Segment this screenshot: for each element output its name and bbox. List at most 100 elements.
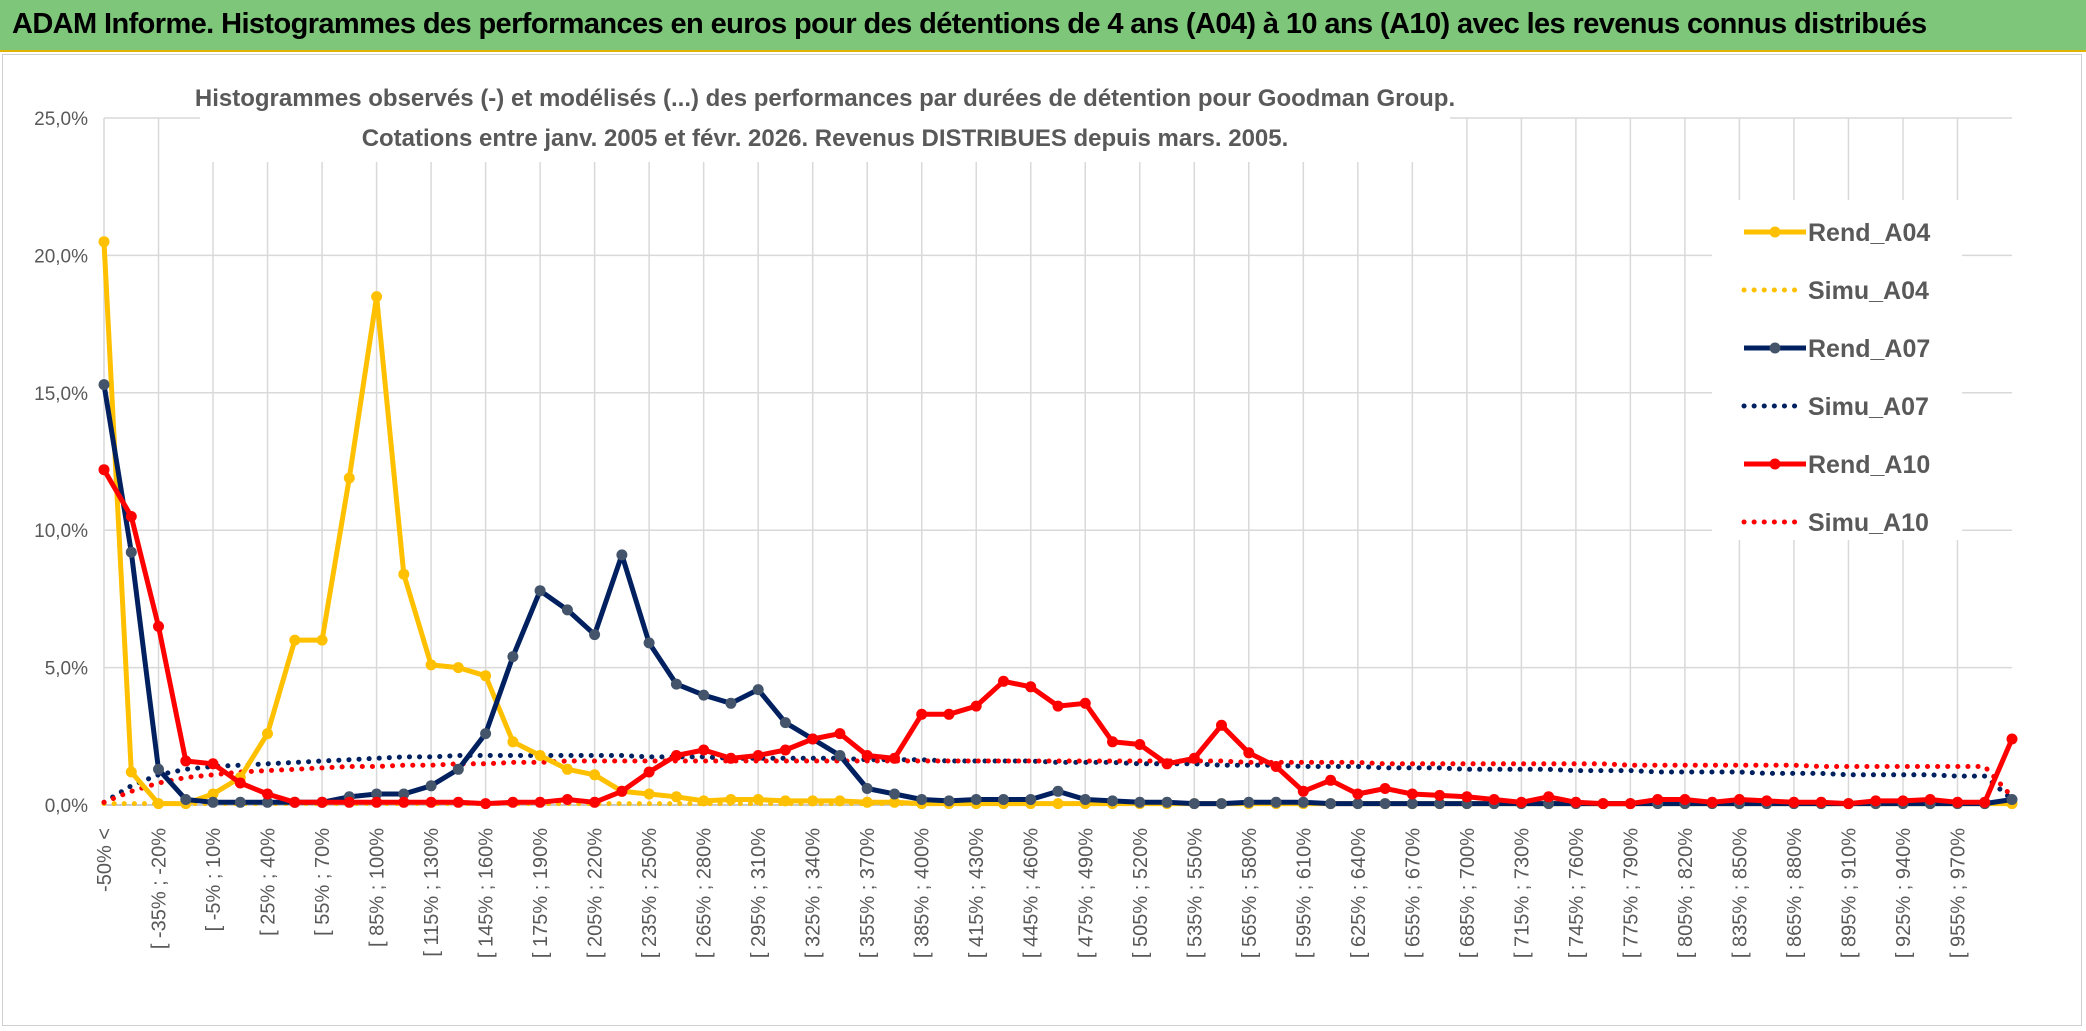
x-tick-label: [ 445% ; 460%: [1021, 828, 1043, 958]
legend-item: Rend_A07: [1744, 335, 1930, 363]
data-point: [1052, 785, 1064, 797]
x-tick-label: [ 565% ; 580%: [1239, 828, 1261, 958]
data-point: [534, 585, 546, 597]
data-point: [1406, 798, 1418, 810]
data-point: [752, 794, 764, 805]
data-point: [534, 750, 546, 761]
data-point: [262, 788, 273, 800]
legend-item: Simu_A10: [1741, 509, 1929, 537]
data-point: [371, 796, 383, 808]
x-tick-label: [ 115% ; 130%: [421, 828, 443, 957]
data-point: [343, 472, 355, 484]
x-tick-label: [ 805% ; 820%: [1675, 828, 1697, 958]
series-rend-a10: [98, 464, 2018, 810]
legend-background: [1712, 200, 1962, 540]
data-point: [698, 689, 710, 701]
data-point: [98, 236, 110, 248]
data-point: [262, 728, 273, 740]
data-point: [289, 634, 301, 646]
x-tick-label: [ 415% ; 430%: [966, 828, 988, 958]
data-point: [643, 766, 655, 778]
data-point: [861, 750, 873, 761]
data-point: [2006, 733, 2018, 745]
chart-titles: Histogrammes observés (-) et modélisés (…: [195, 74, 1455, 162]
data-point: [943, 708, 955, 720]
data-point: [1325, 774, 1337, 786]
data-point: [561, 794, 573, 805]
x-tick-label: [ -5% ; 10%: [203, 828, 225, 932]
x-tick-label: [ 685% ; 700%: [1457, 828, 1479, 958]
data-point: [1216, 719, 1227, 731]
data-point: [507, 651, 519, 663]
x-tick-label: [ 715% ; 730%: [1511, 828, 1533, 958]
x-tick-label: [ 895% ; 910%: [1838, 828, 1860, 958]
data-point: [561, 763, 573, 775]
chart-title-line1: Histogrammes observés (-) et modélisés (…: [195, 85, 1455, 112]
data-point: [861, 796, 873, 808]
data-point: [234, 796, 246, 808]
x-tick-label: [ 835% ; 850%: [1729, 828, 1751, 958]
banner-title: ADAM Informe. Histogrammes des performan…: [12, 8, 1927, 40]
data-point: [1161, 758, 1173, 770]
data-point: [343, 796, 355, 808]
data-point: [1270, 796, 1282, 808]
data-point: [1134, 796, 1146, 808]
data-point: [234, 777, 246, 789]
data-point: [998, 794, 1009, 805]
legend-item: Simu_A07: [1741, 393, 1929, 421]
x-tick-label: [ 775% ; 790%: [1620, 828, 1642, 958]
data-point: [1815, 796, 1827, 808]
data-point: [889, 752, 900, 764]
data-point: [480, 798, 492, 810]
legend-item: Simu_A04: [1741, 277, 1929, 305]
data-point: [180, 794, 192, 805]
banner: ADAM Informe. Histogrammes des performan…: [0, 0, 2086, 52]
data-point: [670, 750, 682, 761]
data-point: [1843, 798, 1854, 810]
data-point: [698, 744, 710, 756]
data-point: [1216, 798, 1227, 810]
data-point: [507, 796, 519, 808]
y-tick-label: 0,0%: [45, 796, 88, 817]
data-point: [1761, 795, 1773, 807]
data-point: [1570, 796, 1582, 808]
data-point: [507, 736, 519, 748]
data-point: [452, 796, 464, 808]
data-point: [1434, 789, 1446, 801]
legend: Rend_A04 Simu_A04 Rend_A07 Simu_A07 Rend_A10…: [1712, 200, 1962, 540]
data-point: [398, 796, 410, 808]
data-point: [125, 766, 137, 778]
x-tick-label: [ 925% ; 940%: [1893, 828, 1915, 958]
data-point: [970, 794, 982, 805]
x-tick-label: [ 385% ; 400%: [912, 828, 934, 958]
data-point: [180, 755, 192, 767]
data-point: [153, 620, 164, 632]
y-tick-label: 15,0%: [34, 384, 88, 405]
data-point: [125, 511, 137, 522]
data-point: [807, 795, 819, 807]
data-point: [861, 783, 873, 794]
data-point: [807, 733, 819, 745]
data-point: [670, 678, 682, 690]
data-point: [153, 798, 164, 810]
data-point: [425, 659, 437, 671]
data-point: [834, 750, 846, 761]
y-axis: 0,0% 5,0% 10,0% 15,0% 20,0% 25,0%: [34, 109, 88, 817]
data-point: [916, 794, 928, 805]
data-point: [1406, 788, 1418, 800]
data-point: [1270, 761, 1282, 772]
data-point: [398, 788, 410, 800]
chart-frame: [2, 54, 2082, 1026]
data-point: [752, 684, 764, 696]
legend-marker: [1769, 226, 1781, 238]
data-point: [998, 675, 1009, 687]
y-tick-label: 20,0%: [34, 246, 88, 267]
data-point: [371, 788, 383, 800]
x-tick-label: [ 475% ; 490%: [1075, 828, 1097, 958]
series-layer: [98, 236, 2018, 810]
legend-label: Simu_A10: [1808, 509, 1929, 537]
x-tick-label: [ 205% ; 220%: [585, 828, 607, 958]
x-tick-label: [ -35% ; -20%: [149, 828, 171, 949]
data-point: [98, 379, 110, 391]
x-tick-label: [ 955% ; 970%: [1947, 828, 1969, 958]
